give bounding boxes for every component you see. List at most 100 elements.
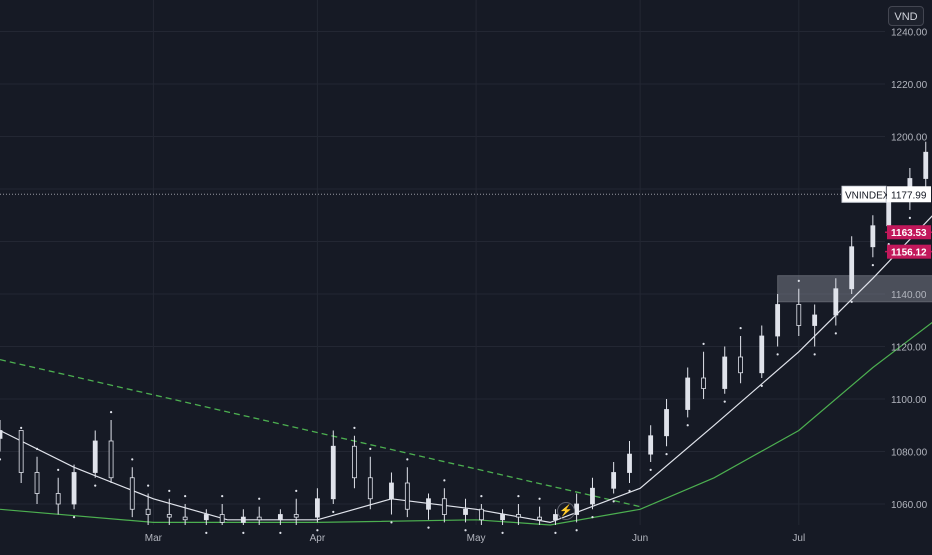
candle-body — [256, 516, 262, 521]
candle-body — [463, 508, 468, 515]
sar-dot — [575, 529, 578, 532]
sar-dot — [184, 495, 187, 498]
candle-body — [0, 430, 3, 439]
candle-body — [478, 508, 484, 521]
sar-dot — [834, 332, 837, 335]
sar-dot — [279, 531, 282, 534]
sar-dot — [72, 516, 76, 519]
candle-body — [833, 288, 839, 316]
sar-dot — [760, 384, 763, 387]
candle-body — [18, 430, 24, 473]
candle-body — [849, 246, 855, 290]
sar-dot — [776, 353, 779, 356]
candle-body — [685, 377, 691, 410]
x-tick-label: Jun — [632, 533, 648, 544]
candle-body — [108, 440, 114, 479]
candle-body — [240, 516, 246, 523]
candle-body — [775, 304, 781, 337]
candle-body — [71, 472, 77, 505]
y-tick-label: 1220.00 — [891, 80, 928, 91]
candle-body — [277, 514, 283, 521]
sar-dot — [517, 495, 520, 498]
sar-dot — [464, 529, 467, 532]
sar-dot — [0, 458, 2, 461]
candle-body — [923, 151, 929, 179]
candle-body — [870, 225, 876, 248]
sar-dot — [501, 531, 504, 534]
sar-dot — [406, 458, 409, 461]
sar-dot — [205, 531, 208, 534]
lightning-icon[interactable]: ⚡ — [557, 502, 575, 520]
candle-body — [389, 482, 394, 500]
sar-dot — [480, 495, 483, 498]
candle-body — [426, 498, 431, 510]
candle-body — [314, 498, 320, 518]
sar-dot — [591, 516, 594, 519]
candle-body — [701, 377, 706, 389]
candle-body — [182, 516, 188, 521]
candle-body — [553, 514, 558, 521]
candle-body — [627, 453, 632, 473]
sar-dot — [686, 424, 689, 427]
sar-dot — [35, 447, 39, 450]
sar-dot — [702, 342, 705, 345]
candle-body — [516, 514, 521, 518]
x-tick-label: May — [467, 533, 486, 544]
ema-slow-line — [0, 321, 932, 526]
sar-dot — [57, 468, 60, 471]
y-tick-label: 1240.00 — [891, 28, 928, 39]
last-price-bg — [887, 186, 931, 203]
sar-dot — [369, 447, 372, 450]
sar-dot — [390, 521, 393, 524]
sar-dot — [427, 526, 430, 529]
sar-dot — [850, 300, 853, 303]
candle-body — [812, 314, 818, 326]
sar-dot — [649, 468, 652, 471]
candle-body — [590, 487, 595, 505]
symbol-tag: VNINDEX — [845, 190, 890, 201]
sar-dot — [813, 353, 816, 356]
candle-body — [404, 482, 410, 510]
candle-body — [330, 445, 336, 500]
candle-body — [367, 477, 373, 500]
candle-body — [796, 304, 802, 326]
symbol-tag-bg — [841, 185, 887, 203]
sar-dot — [221, 495, 224, 498]
sar-dot — [109, 411, 113, 414]
level-label: 1156.12 — [891, 248, 927, 259]
candle-body — [352, 445, 357, 479]
candle-body — [759, 335, 765, 374]
level-label: 1163.53 — [891, 228, 927, 239]
candle-body — [145, 508, 151, 515]
candle-body — [203, 514, 209, 521]
currency-label[interactable]: VND — [888, 6, 924, 26]
candle-body — [738, 356, 743, 374]
sar-dot — [443, 479, 446, 482]
candle-body — [293, 514, 299, 518]
candle-body — [34, 472, 40, 494]
candle-body — [219, 514, 225, 523]
candle-body — [537, 516, 542, 521]
x-tick-label: Mar — [145, 533, 163, 544]
sar-dot — [665, 453, 668, 456]
sar-dot — [887, 243, 890, 246]
candle-body — [664, 409, 669, 437]
sar-dot — [908, 216, 911, 219]
sar-dot — [316, 529, 319, 532]
candle-body — [574, 503, 580, 515]
candle-body — [55, 493, 61, 505]
candle-body — [648, 435, 654, 455]
sar-dot — [20, 426, 23, 429]
y-tick-label: 1140.00 — [891, 290, 927, 301]
candle-body — [441, 498, 447, 515]
candle-body — [722, 356, 728, 389]
x-tick-label: Jul — [792, 533, 805, 544]
sar-dot — [797, 279, 800, 282]
support-zone — [777, 275, 932, 303]
ema-fast-line — [0, 215, 932, 524]
candle-body — [166, 514, 172, 518]
candle-body — [611, 472, 617, 489]
level-label-bg — [887, 225, 931, 240]
